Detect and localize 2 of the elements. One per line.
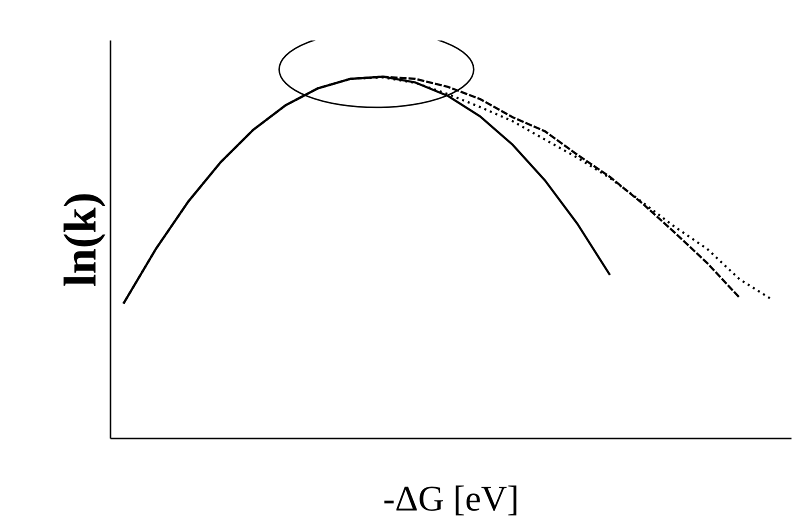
x-axis-title: -ΔG [eV] xyxy=(382,478,520,518)
y-axis-title: ln(k) xyxy=(54,192,106,287)
